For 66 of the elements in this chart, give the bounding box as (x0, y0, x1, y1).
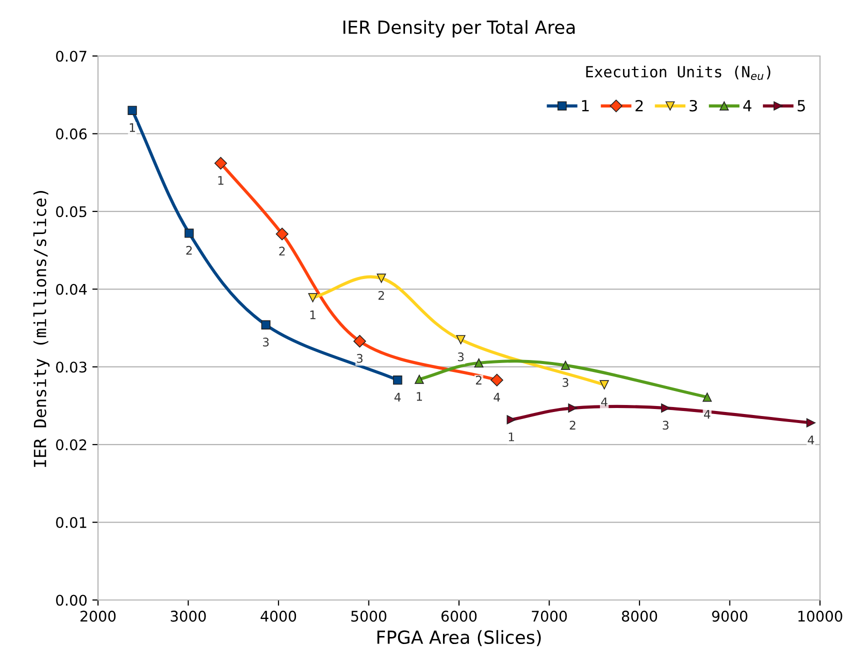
point (308, 293, 318, 302)
point (414, 374, 424, 384)
y-tick-label: 0.04 (56, 284, 87, 295)
x-tick-label: 10000 (798, 610, 842, 622)
x-tick-label: 8000 (622, 610, 658, 622)
annotation: 3 (562, 378, 568, 387)
legend-label: 5 (798, 100, 805, 112)
point (806, 418, 816, 428)
annotation: 4 (704, 410, 710, 419)
point (661, 403, 670, 413)
annotation: 3 (356, 354, 363, 363)
y-tick-label: 0.07 (56, 50, 86, 62)
legend-title: Execution Units (N$_{eu}$) (586, 66, 770, 80)
annotation: 4 (394, 392, 401, 402)
annotation: 1 (130, 123, 135, 132)
y-tick-label: 0.03 (56, 362, 86, 373)
annotation: 1 (310, 310, 316, 320)
y-tick-label: 0.05 (56, 206, 86, 218)
point (456, 335, 466, 344)
point (128, 106, 137, 115)
x-axis-title: FPGA Area (Slices) (377, 630, 541, 646)
y-tick-label: 0.06 (56, 128, 87, 140)
point (568, 403, 578, 413)
annotation: 1 (508, 432, 514, 442)
x-tick-label: 5000 (351, 610, 386, 622)
point (376, 274, 386, 283)
point (490, 374, 504, 386)
point (261, 320, 270, 330)
point (276, 228, 288, 240)
annotation: 4 (494, 392, 500, 402)
point (702, 392, 712, 402)
point (393, 375, 402, 385)
x-tick-label: 4000 (260, 610, 296, 622)
x-tick-label: 2000 (80, 610, 116, 622)
point (184, 228, 194, 238)
x-tick-label: 3000 (170, 610, 206, 622)
annotation: 4 (808, 436, 814, 444)
y-axis-title: IER Density (millions/slice) (33, 190, 50, 467)
x-tick-label: 6000 (441, 610, 477, 622)
point (560, 360, 570, 370)
annotation: 1 (416, 392, 422, 401)
legend-label: 4 (743, 100, 752, 112)
y-tick-label: 0.00 (56, 594, 87, 606)
annotation: 3 (662, 420, 668, 430)
legend-label: 1 (582, 100, 589, 112)
point (353, 334, 366, 348)
annotation: 1 (218, 176, 224, 185)
annotation: 2 (378, 290, 384, 300)
point (600, 380, 609, 390)
x-tick-label: 7000 (532, 610, 567, 622)
chart-title: IER Density per Total Area (343, 20, 575, 38)
point (506, 415, 516, 424)
annotation: 2 (186, 246, 192, 255)
annotation: 2 (570, 420, 576, 430)
y-tick-label: 0.02 (56, 439, 86, 450)
annotation: 2 (279, 246, 285, 256)
annotation: 2 (476, 376, 482, 384)
annotation: 3 (458, 352, 464, 362)
point (214, 156, 228, 170)
y-tick-label: 0.01 (56, 517, 86, 528)
legend-label: 3 (690, 100, 697, 112)
annotation: 3 (263, 338, 269, 347)
x-tick-label: 9000 (712, 610, 748, 622)
point (474, 358, 484, 368)
legend-label: 2 (636, 100, 643, 112)
annotation: 4 (601, 398, 608, 406)
